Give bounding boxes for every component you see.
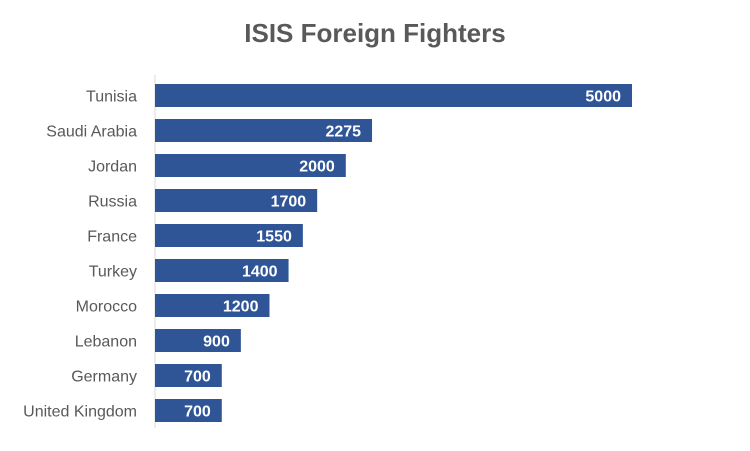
value-label: 2275	[325, 124, 361, 141]
category-label: United Kingdom	[23, 404, 137, 421]
value-label: 700	[184, 369, 211, 386]
category-label: Saudi Arabia	[46, 124, 137, 141]
bar-united-kingdom	[155, 399, 222, 422]
chart-title: ISIS Foreign Fighters	[244, 18, 506, 48]
bar-saudi-arabia	[155, 119, 373, 142]
category-label: Tunisia	[86, 89, 137, 106]
bar-lebanon	[155, 329, 241, 352]
value-label: 5000	[585, 89, 621, 106]
bar-germany	[155, 364, 222, 387]
category-label: Germany	[71, 369, 137, 386]
category-label: Russia	[88, 194, 137, 211]
category-label: France	[87, 229, 137, 246]
bar-turkey	[155, 259, 289, 282]
bar-russia	[155, 189, 318, 212]
category-label: Lebanon	[75, 334, 137, 351]
value-label: 900	[203, 334, 230, 351]
value-label: 1400	[242, 264, 278, 281]
bars-group: Tunisia 5000 Saudi Arabia 2275 Jordan 2000 Rus…	[23, 84, 632, 422]
bar-france	[155, 224, 303, 247]
value-label: 1200	[223, 299, 259, 316]
value-label: 700	[184, 404, 211, 421]
category-label: Morocco	[76, 299, 137, 316]
bar-tunisia	[155, 84, 632, 107]
value-label: 1700	[271, 194, 307, 211]
value-label: 2000	[299, 159, 335, 176]
category-label: Jordan	[88, 159, 137, 176]
value-label: 1550	[256, 229, 292, 246]
category-label: Turkey	[89, 264, 137, 281]
bar-morocco	[155, 294, 270, 317]
bar-jordan	[155, 154, 346, 177]
